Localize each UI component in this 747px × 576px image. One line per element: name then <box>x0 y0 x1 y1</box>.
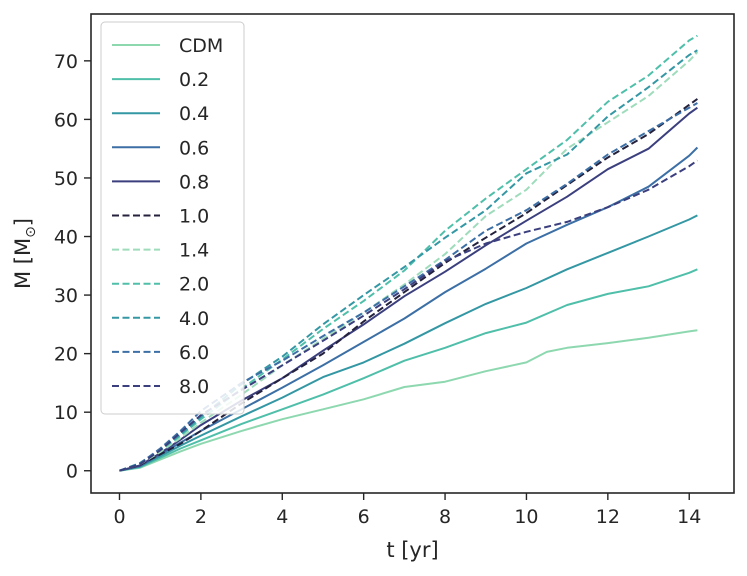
y-axis-label-close: ] <box>11 218 35 226</box>
x-axis-label: t [yr] <box>386 538 438 562</box>
legend-label-0.8: 0.8 <box>179 171 209 193</box>
series-line-0.2 <box>119 268 698 472</box>
series-line-CDM <box>119 329 698 472</box>
legend-label-1.4: 1.4 <box>179 240 209 262</box>
legend-label-0.6: 0.6 <box>179 137 209 159</box>
legend-frame <box>100 21 245 415</box>
legend-label-0.2: 0.2 <box>179 69 209 91</box>
series-line-8.0 <box>119 159 698 472</box>
legend-label-2.0: 2.0 <box>179 274 209 296</box>
x-tick-label: 12 <box>596 506 620 528</box>
legend-label-4.0: 4.0 <box>179 308 209 330</box>
y-axis-label-main: M [M <box>11 238 35 289</box>
x-tick-label: 8 <box>439 506 451 528</box>
x-tick-label: 14 <box>677 506 701 528</box>
series-line-6.0 <box>119 102 698 472</box>
y-tick-label: 0 <box>66 461 78 483</box>
series-layer <box>119 34 699 472</box>
x-tick-label: 0 <box>113 506 125 528</box>
y-axis-label-sun-subscript: ⊙ <box>23 226 39 238</box>
plot-frame <box>90 13 735 494</box>
y-tick-label: 40 <box>54 227 78 249</box>
legend-label-8.0: 8.0 <box>179 376 209 398</box>
x-tick-label: 6 <box>358 506 370 528</box>
series-line-0.4 <box>119 214 698 472</box>
y-tick-label: 20 <box>54 344 78 366</box>
legend-label-CDM: CDM <box>179 35 223 57</box>
legend-label-6.0: 6.0 <box>179 342 209 364</box>
y-tick-label: 60 <box>54 109 78 131</box>
legend-label-1.0: 1.0 <box>179 206 209 228</box>
legend-label-0.4: 0.4 <box>179 103 209 125</box>
x-tick-label: 10 <box>514 506 538 528</box>
series-line-0.8 <box>119 106 698 472</box>
legend: CDM 0.2 0.4 0.6 0.8 1.0 1.4 2.0 4.0 6.0 8.0 <box>100 21 245 415</box>
series-line-1.0 <box>119 98 698 472</box>
y-axis: 0 10 20 30 40 50 60 70 <box>54 51 91 483</box>
y-tick-label: 30 <box>54 285 78 307</box>
y-axis-label: M [M⊙] <box>11 218 39 289</box>
x-tick-label: 4 <box>276 506 288 528</box>
y-tick-label: 70 <box>54 51 78 73</box>
x-tick-label: 2 <box>195 506 207 528</box>
y-tick-label: 50 <box>54 168 78 190</box>
y-tick-label: 10 <box>54 402 78 424</box>
x-axis: 0 2 4 6 8 10 12 14 <box>113 493 701 528</box>
